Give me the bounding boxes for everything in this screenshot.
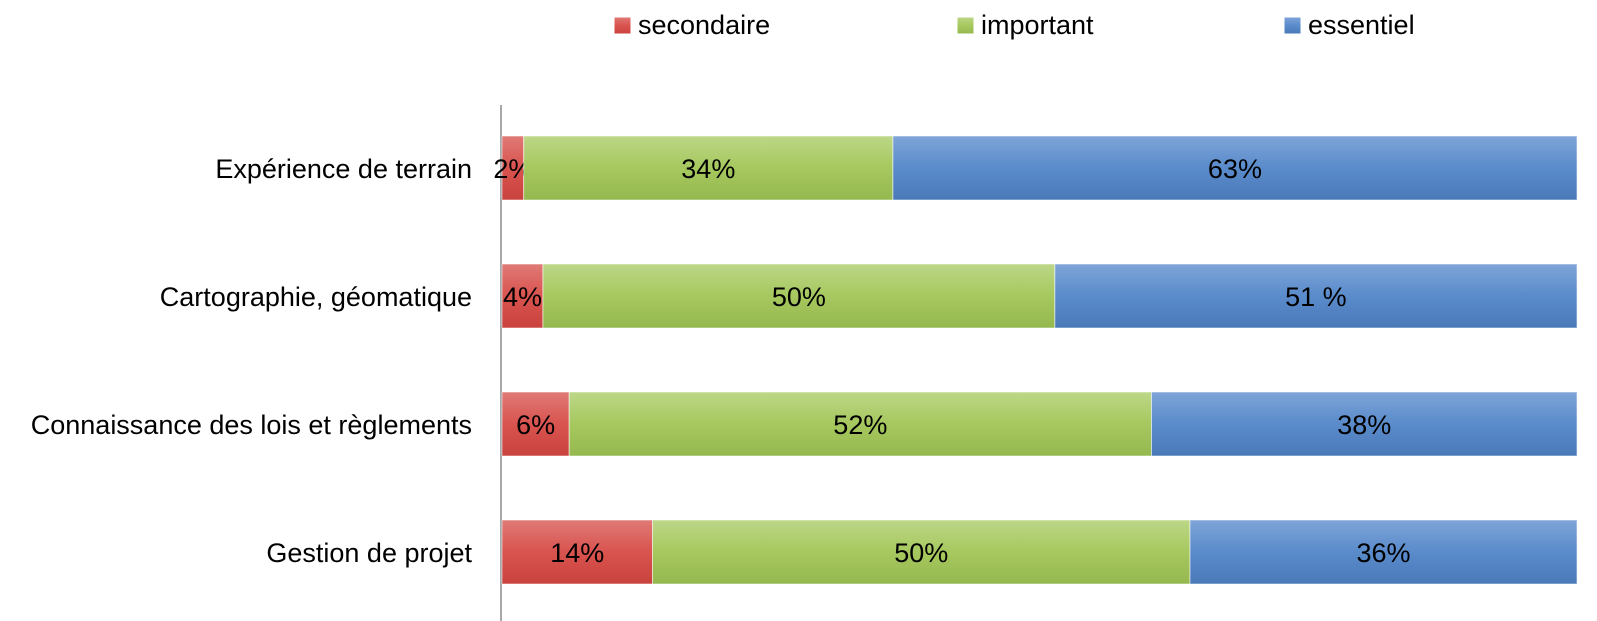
category-axis-labels: Expérience de terrain Cartographie, géoma… (31, 154, 473, 568)
legend-swatch-important (956, 16, 975, 35)
bar-secondaire-gestion-de-projet (501, 519, 653, 585)
legend-swatch-essentiel (1283, 16, 1302, 35)
data-label-secondaire-cartographie-geomatique: 4% (503, 282, 542, 312)
data-label-essentiel-cartographie-geomatique: 51 % (1285, 282, 1347, 312)
legend: secondaire important essentiel (613, 10, 1415, 40)
category-label-gestion-de-projet: Gestion de projet (266, 538, 472, 568)
legend-label-important: important (981, 10, 1094, 40)
data-label-important-cartographie-geomatique: 50% (772, 282, 826, 312)
bar-essentiel-connaissance-des-lois-et-reglements (1150, 391, 1578, 457)
data-label-secondaire-connaissance-des-lois-et-reglements: 6% (516, 410, 555, 440)
data-label-important-gestion-de-projet: 50% (894, 538, 948, 568)
legend-swatch-secondaire (613, 16, 632, 35)
bar-essentiel-cartographie-geomatique (1054, 263, 1578, 329)
data-label-important-experience-de-terrain: 34% (681, 154, 735, 184)
plot-area: 2% 34% 63%4% 50% 51 %6% 52% 38%14% 50% 36% (493, 135, 1578, 585)
data-label-essentiel-gestion-de-projet: 36% (1356, 538, 1410, 568)
category-label-connaissance-des-lois-et-reglements: Connaissance des lois et règlements (31, 410, 472, 440)
data-label-essentiel-connaissance-des-lois-et-reglements: 38% (1337, 410, 1391, 440)
category-label-experience-de-terrain: Expérience de terrain (215, 154, 472, 184)
bar-important-experience-de-terrain (523, 135, 894, 201)
bar-secondaire-connaissance-des-lois-et-reglements (501, 391, 570, 457)
bar-important-gestion-de-projet (652, 519, 1191, 585)
bar-important-cartographie-geomatique (542, 263, 1056, 329)
legend-label-essentiel: essentiel (1308, 10, 1415, 40)
data-label-essentiel-experience-de-terrain: 63% (1208, 154, 1262, 184)
category-label-cartographie-geomatique: Cartographie, géomatique (160, 282, 472, 312)
bar-secondaire-cartographie-geomatique (501, 263, 544, 329)
data-label-secondaire-gestion-de-projet: 14% (550, 538, 604, 568)
bar-important-connaissance-des-lois-et-reglements (568, 391, 1152, 457)
legend-label-secondaire: secondaire (638, 10, 770, 40)
data-label-important-connaissance-des-lois-et-reglements: 52% (833, 410, 887, 440)
bar-essentiel-gestion-de-projet (1189, 519, 1578, 585)
bar-essentiel-experience-de-terrain (892, 135, 1578, 201)
